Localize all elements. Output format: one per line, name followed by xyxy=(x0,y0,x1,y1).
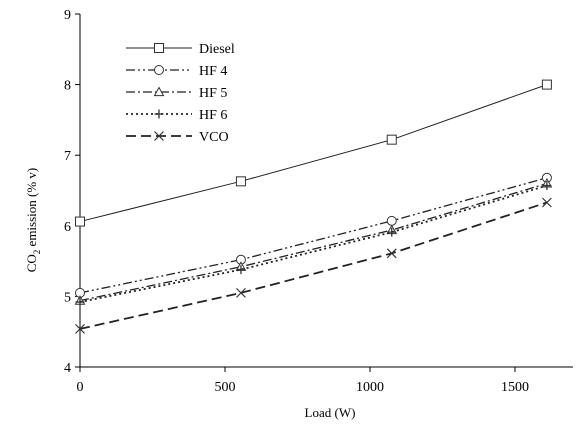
y-axis-label-rest: emission (% v) xyxy=(24,168,39,250)
series-hf-4 xyxy=(75,172,552,298)
y-tick-label: 6 xyxy=(64,220,71,235)
plus-marker xyxy=(387,227,397,237)
plus-marker xyxy=(542,181,552,191)
square-marker xyxy=(235,176,246,187)
plus-marker xyxy=(154,109,164,119)
series-hf-6 xyxy=(75,181,552,307)
series-line-hf-6 xyxy=(79,184,548,303)
x-tick-label: 1000 xyxy=(356,380,384,395)
circle-marker xyxy=(154,65,164,75)
triangle-marker xyxy=(153,86,165,97)
series-line-hf-4 xyxy=(79,177,548,294)
square-marker xyxy=(386,134,397,145)
axes xyxy=(79,14,573,368)
legend-item-hf-4: HF 4 xyxy=(126,64,227,79)
legend-item-vco: VCO xyxy=(126,130,229,145)
square-marker xyxy=(154,43,164,53)
legend: Diesel HF 4 HF 5 HF 6 VCO xyxy=(126,42,235,145)
legend-item-hf-5: HF 5 xyxy=(126,86,227,101)
x-marker xyxy=(386,248,397,259)
legend-item-diesel: Diesel xyxy=(126,42,235,57)
x-axis-label: Load (W) xyxy=(305,405,356,420)
series-diesel xyxy=(75,79,552,227)
y-axis-label: CO2 emission (% v) xyxy=(24,168,42,273)
series-vco xyxy=(75,197,552,334)
legend-label: Diesel xyxy=(199,42,235,57)
series-line-vco xyxy=(79,201,548,330)
x-tick-label: 1500 xyxy=(501,380,529,395)
y-tick-label: 7 xyxy=(64,149,71,164)
x-ticks: 0 500 1000 1500 xyxy=(77,367,529,395)
x-tick-label: 0 xyxy=(77,380,84,395)
plus-marker xyxy=(75,297,85,307)
plus-marker xyxy=(236,265,246,275)
legend-label: HF 4 xyxy=(199,64,227,79)
y-ticks: 4 5 6 7 8 9 xyxy=(64,8,80,376)
series-group xyxy=(74,79,553,334)
y-tick-label: 5 xyxy=(64,290,71,305)
series-line-diesel xyxy=(79,84,548,223)
y-tick-label: 8 xyxy=(64,79,71,94)
legend-item-hf-6: HF 6 xyxy=(126,108,227,123)
square-marker xyxy=(541,79,552,90)
y-axis-label-sub: 2 xyxy=(32,250,42,255)
y-tick-label: 9 xyxy=(64,8,71,23)
x-tick-label: 500 xyxy=(215,380,236,395)
series-line-hf-5 xyxy=(79,182,548,302)
x-marker xyxy=(541,197,552,208)
x-marker xyxy=(154,131,164,141)
legend-label: HF 6 xyxy=(199,108,227,123)
legend-label: HF 5 xyxy=(199,86,227,101)
series-hf-5 xyxy=(74,177,553,305)
square-marker xyxy=(75,216,85,227)
x-marker xyxy=(75,323,85,334)
x-marker xyxy=(236,287,246,298)
y-tick-label: 4 xyxy=(64,361,71,376)
y-axis-label-main: CO xyxy=(24,254,39,272)
circle-marker xyxy=(386,215,397,226)
legend-label: VCO xyxy=(199,130,229,145)
